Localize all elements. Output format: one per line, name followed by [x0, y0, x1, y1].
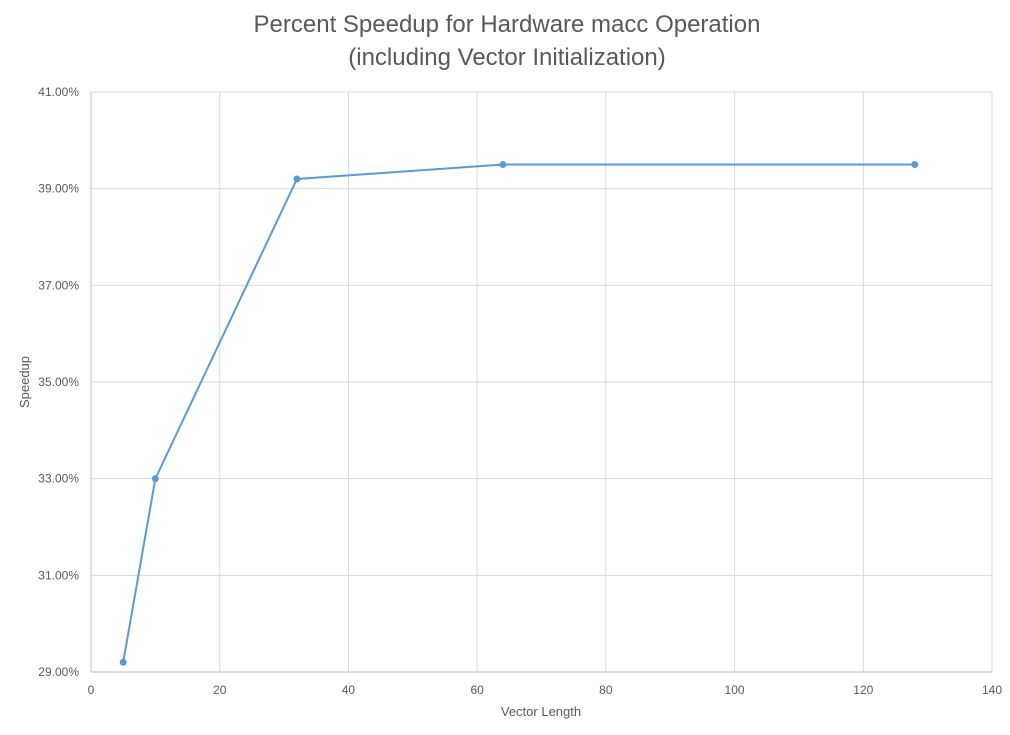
y-tick-label: 29.00%	[38, 665, 79, 679]
y-tick-label: 31.00%	[38, 568, 79, 582]
y-axis-title: Speedup	[17, 356, 32, 408]
chart-title-line-2: (including Vector Initialization)	[348, 44, 666, 71]
y-tick-label: 41.00%	[38, 85, 79, 99]
data-point	[911, 161, 919, 168]
y-tick-label: 33.00%	[38, 472, 79, 486]
x-axis-ticks: 0 20 40 60 80 100 120 140	[88, 683, 1003, 697]
series-group	[119, 161, 919, 666]
x-tick-label: 80	[599, 683, 613, 697]
x-tick-label: 40	[342, 683, 356, 697]
data-point	[151, 475, 159, 483]
gridlines	[90, 91, 993, 673]
x-tick-label: 20	[213, 683, 227, 697]
x-tick-label: 100	[725, 683, 745, 697]
y-tick-label: 37.00%	[38, 278, 79, 292]
x-axis-title: Vector Length	[501, 704, 581, 719]
chart-title-line-1: Percent Speedup for Hardware macc Operat…	[253, 11, 761, 38]
x-tick-label: 60	[470, 683, 484, 697]
y-tick-label: 35.00%	[38, 375, 79, 389]
y-tick-label: 39.00%	[38, 182, 79, 196]
y-axis-ticks: 29.00% 31.00% 33.00% 35.00% 37.00% 39.00% 41.0…	[38, 85, 79, 679]
series-line	[122, 163, 915, 663]
data-point	[499, 161, 507, 168]
data-point	[119, 658, 127, 666]
x-tick-label: 120	[853, 683, 873, 697]
x-tick-label: 140	[982, 683, 1002, 697]
x-tick-label: 0	[88, 683, 95, 697]
data-point	[293, 175, 301, 183]
